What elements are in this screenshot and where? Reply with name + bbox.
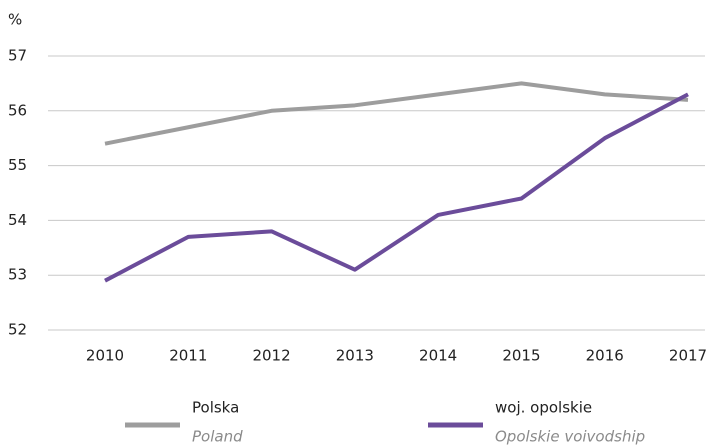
legend-label: Polska [192,399,239,417]
x-tick-label: 2012 [252,347,290,365]
y-tick-label: 55 [8,156,27,174]
y-tick-label: 57 [8,47,27,65]
y-axis-label: % [8,11,22,29]
x-tick-label: 2015 [502,347,540,365]
x-tick-label: 2014 [419,347,457,365]
legend-label-en: Opolskie voivodship [495,428,645,446]
y-tick-label: 56 [8,101,27,119]
x-tick-label: 2013 [336,347,374,365]
legend-label-en: Poland [192,428,243,446]
legend-label: woj. opolskie [495,399,592,417]
x-tick-label: 2010 [86,347,124,365]
line-series [104,92,689,283]
y-tick-label: 54 [8,211,27,229]
y-tick-label: 52 [8,321,27,339]
line-series [104,81,689,146]
x-tick-label: 2011 [169,347,207,365]
y-tick-label: 53 [8,266,27,284]
x-tick-label: 2016 [586,347,624,365]
x-tick-label: 2017 [669,347,707,365]
